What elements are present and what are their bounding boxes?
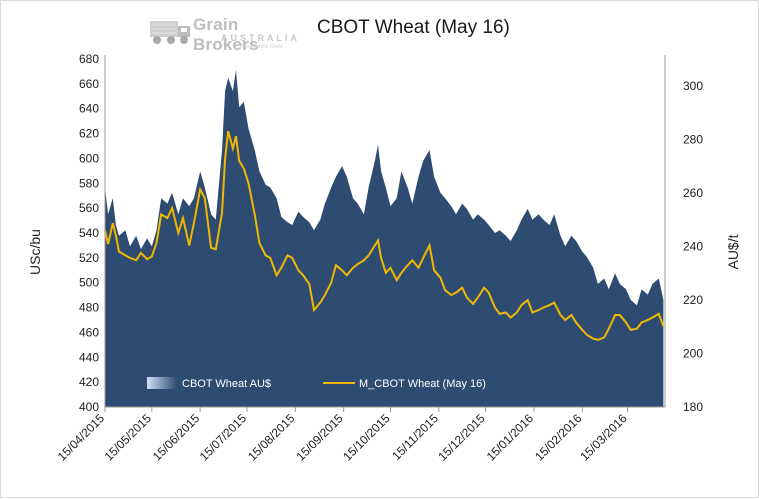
x-tick-label: 15/01/2016 (484, 411, 537, 464)
x-tick-label: 15/07/2015 (197, 411, 250, 464)
y-tick-right-label: 200 (683, 346, 703, 360)
y-tick-left-label: 540 (79, 226, 99, 240)
x-tick-label: 15/12/2015 (435, 411, 488, 464)
y-tick-left-label: 520 (79, 251, 99, 265)
y-tick-left-label: 440 (79, 350, 99, 364)
x-tick-label: 15/02/2016 (532, 411, 585, 464)
y-tick-right-label: 280 (683, 132, 703, 146)
legend-swatch-area (147, 377, 177, 389)
logo: Grain Brokers AUSTRALIA Proud of the Wor… (149, 13, 307, 54)
x-tick-label: 15/09/2015 (293, 411, 346, 464)
y-tick-left-label: 660 (79, 77, 99, 91)
x-tick-label: 15/05/2015 (102, 411, 155, 464)
y-tick-right-label: 240 (683, 239, 703, 253)
y-tick-left-label: 600 (79, 151, 99, 165)
logo-name: Grain Brokers (193, 15, 259, 54)
y-tick-left-label: 480 (79, 301, 99, 315)
series-line-m-cbot-wheat (104, 130, 665, 341)
x-tick-label: 15/08/2015 (245, 411, 298, 464)
y-tick-right-label: 300 (683, 79, 703, 93)
series-area-cbot-wheat-aud (105, 69, 664, 407)
y-tick-right-label: 220 (683, 293, 703, 307)
x-tick-label: 15/04/2015 (55, 411, 108, 464)
chart-title: CBOT Wheat (May 16) (317, 17, 510, 38)
y-tick-left-label: 620 (79, 127, 99, 141)
y-tick-left-label: 420 (79, 375, 99, 389)
x-tick-label: 15/03/2016 (577, 411, 630, 464)
truck-icon (150, 21, 190, 44)
legend-label-line: M_CBOT Wheat (May 16) (359, 378, 486, 390)
y-tick-left-label: 400 (79, 400, 99, 414)
x-tick-label: 15/10/2015 (340, 411, 393, 464)
y-tick-right-label: 260 (683, 186, 703, 200)
y-tick-left-label: 580 (79, 176, 99, 190)
x-tick-label: 15/11/2015 (389, 411, 441, 463)
legend-label-area: CBOT Wheat AU$ (182, 378, 271, 390)
x-tick-label: 15/06/2015 (150, 411, 203, 464)
y-tick-left-label: 640 (79, 102, 99, 116)
y-tick-right-label: 180 (683, 400, 703, 414)
y-tick-left-label: 560 (79, 201, 99, 215)
logo-tagline: Proud of the World (241, 44, 283, 50)
logo-sub: AUSTRALIA (221, 33, 300, 43)
y-tick-left-label: 680 (79, 52, 99, 66)
y-tick-left-label: 500 (79, 276, 99, 290)
y-tick-left-label: 460 (79, 325, 99, 339)
